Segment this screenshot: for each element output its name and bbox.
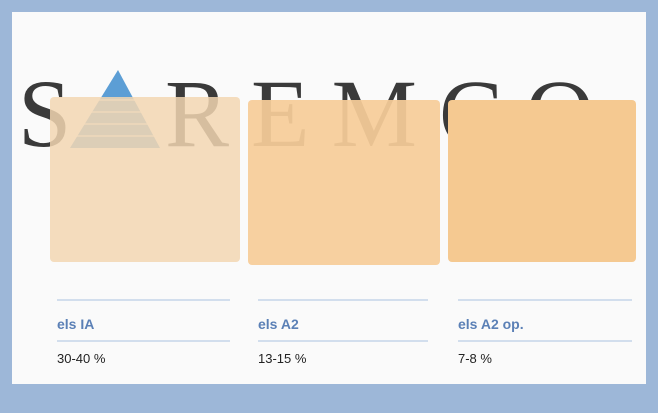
- sample-name: els A2 op.: [458, 316, 524, 332]
- sample-value: 30-40 %: [57, 351, 106, 366]
- sample-value: 13-15 %: [258, 351, 307, 366]
- sample-value: 7-8 %: [458, 351, 492, 366]
- sample-tile: [248, 100, 440, 265]
- sample-name: els IA: [57, 316, 94, 332]
- sample-tile: [448, 100, 636, 262]
- figure: S REMCO els IA30-40 %els A213-15 %els A2…: [0, 0, 658, 413]
- sample-name: els A2: [258, 316, 299, 332]
- sample-tile: [50, 97, 240, 262]
